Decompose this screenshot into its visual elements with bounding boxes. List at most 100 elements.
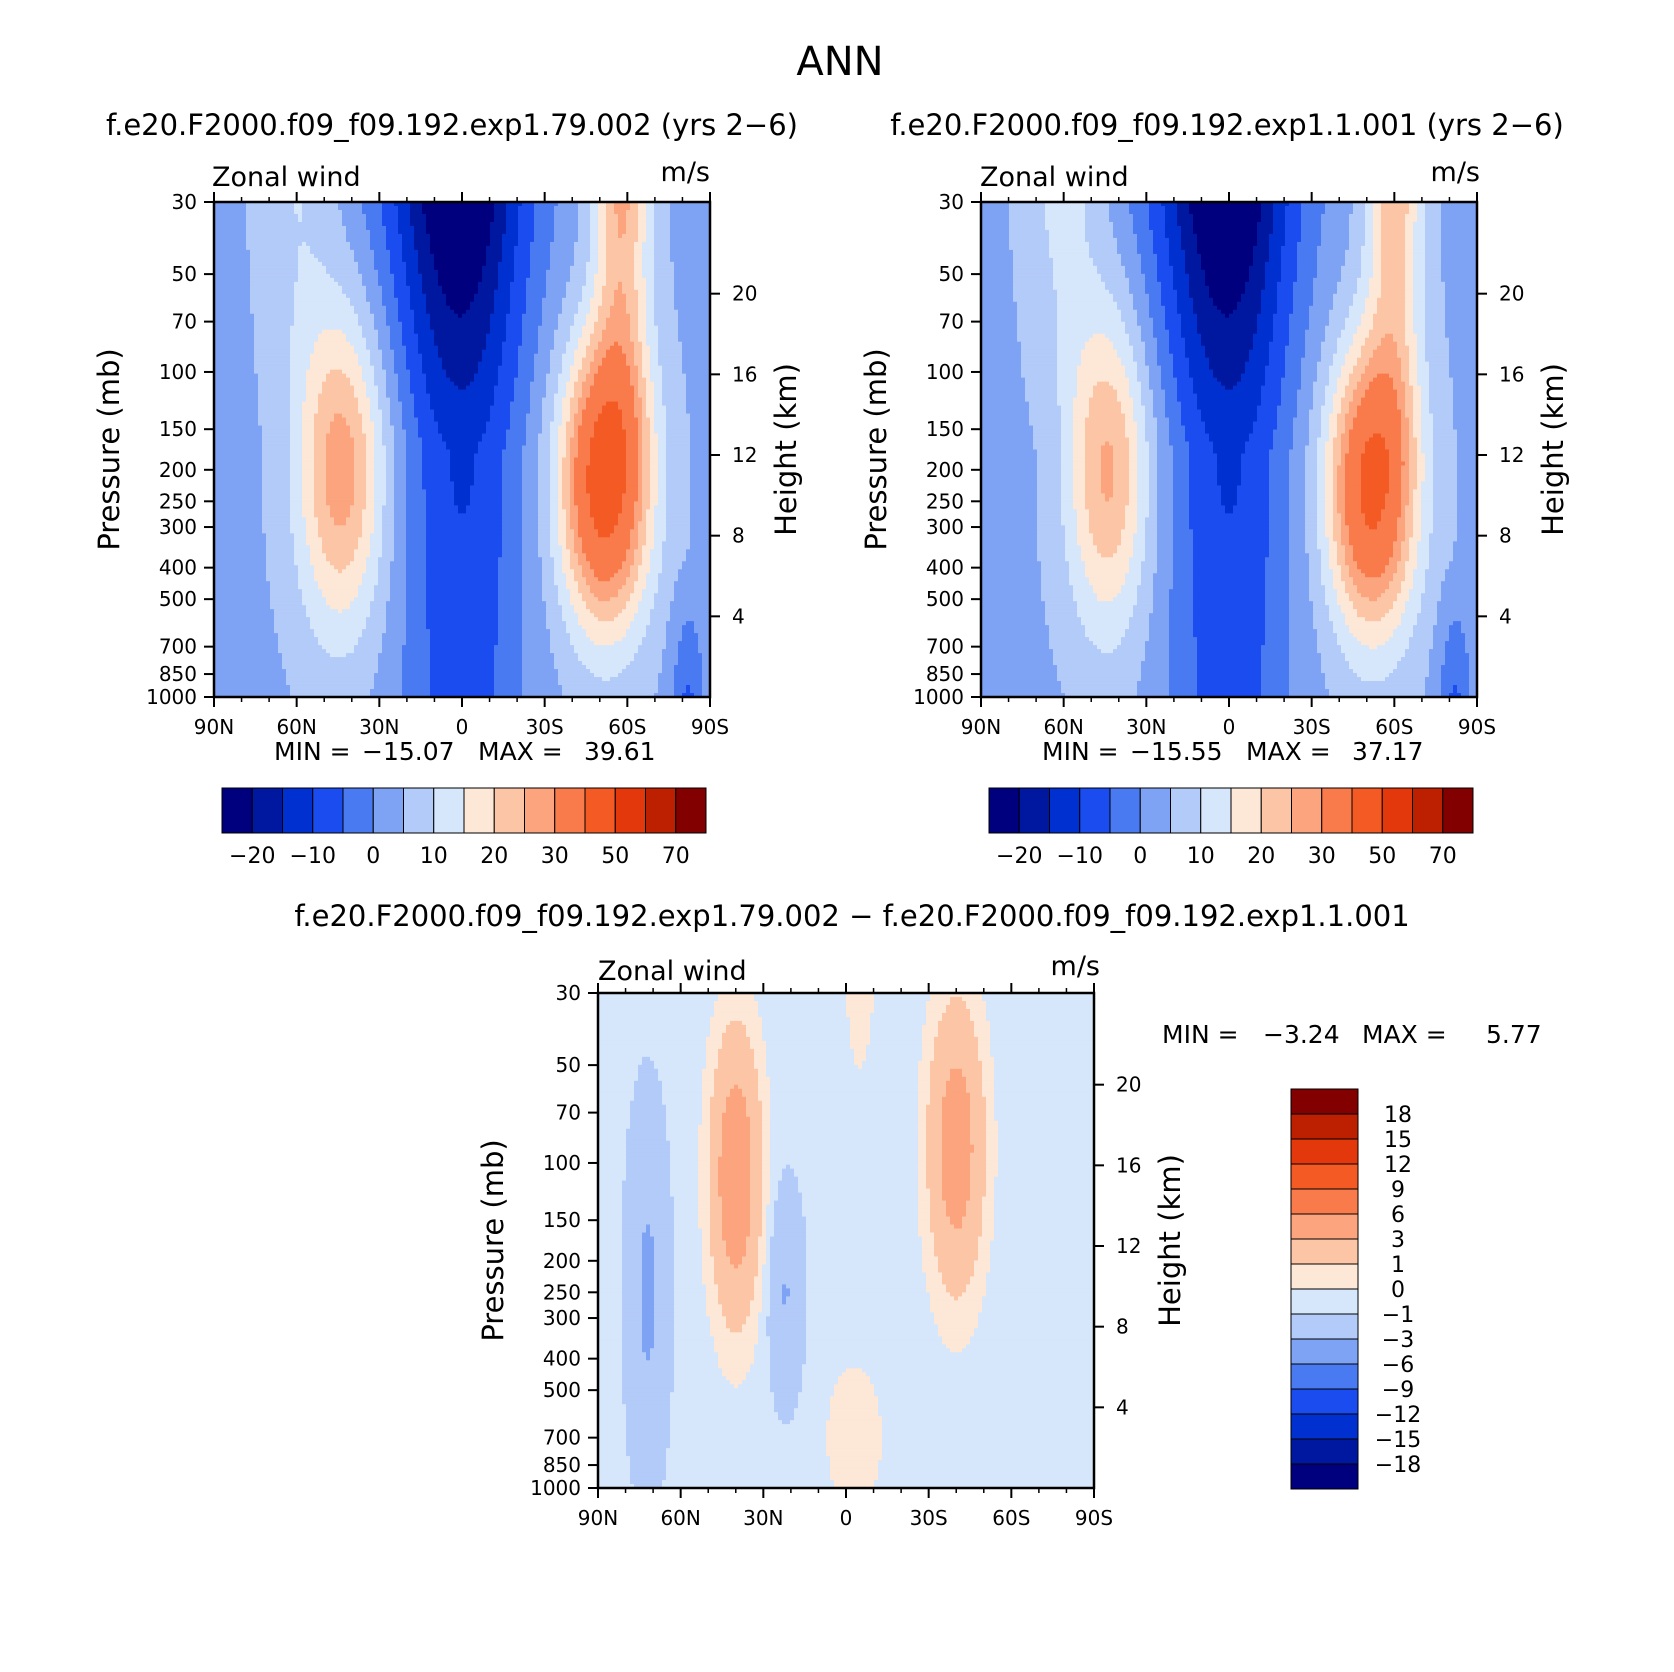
contour-cell	[246, 266, 251, 271]
contour-cell	[474, 338, 479, 343]
contour-cell	[422, 326, 427, 331]
contour-cell	[510, 302, 515, 307]
contour-cell	[550, 322, 555, 327]
contour-cell	[266, 330, 271, 335]
contour-cell	[434, 298, 439, 303]
contour-cell	[526, 314, 531, 319]
contour-cell	[334, 210, 339, 215]
contour-cell	[670, 314, 675, 319]
contour-cell	[458, 226, 463, 231]
contour-cell	[374, 306, 379, 311]
contour-cell	[362, 210, 367, 215]
contour-cell	[362, 294, 367, 299]
contour-cell	[474, 326, 479, 331]
contour-cell	[242, 294, 247, 299]
contour-cell	[466, 342, 471, 347]
contour-cell	[618, 286, 623, 291]
contour-cell	[286, 334, 291, 339]
contour-cell	[666, 286, 671, 291]
contour-cell	[694, 258, 699, 263]
contour-cell	[582, 254, 587, 259]
contour-cell	[658, 338, 663, 343]
contour-cell	[382, 258, 387, 263]
contour-cell	[354, 230, 359, 235]
contour-cell	[290, 278, 295, 283]
contour-cell	[474, 298, 479, 303]
contour-cell	[270, 226, 275, 231]
contour-cell	[650, 230, 655, 235]
contour-cell	[414, 230, 419, 235]
contour-cell	[350, 254, 355, 259]
contour-cell	[462, 270, 467, 275]
contour-cell	[342, 290, 347, 295]
contour-cell	[602, 334, 607, 339]
contour-cell	[642, 322, 647, 327]
contour-cell	[386, 218, 391, 223]
contour-cell	[366, 254, 371, 259]
contour-cell	[338, 302, 343, 307]
contour-cell	[446, 230, 451, 235]
contour-cell	[290, 342, 295, 347]
contour-cell	[582, 314, 587, 319]
contour-cell	[442, 314, 447, 319]
contour-cell	[326, 330, 331, 335]
contour-cell	[366, 266, 371, 271]
contour-cell	[610, 314, 615, 319]
contour-cell	[222, 318, 227, 323]
contour-cell	[490, 262, 495, 267]
contour-cell	[650, 226, 655, 231]
contour-cell	[410, 306, 415, 311]
contour-cell	[670, 330, 675, 335]
contour-cell	[398, 210, 403, 215]
contour-cell	[290, 274, 295, 279]
contour-cell	[366, 346, 371, 351]
contour-cell	[378, 282, 383, 287]
contour-cell	[362, 250, 367, 255]
contour-cell	[462, 214, 467, 219]
contour-cell	[602, 294, 607, 299]
contour-cell	[426, 282, 431, 287]
contour-cell	[534, 330, 539, 335]
contour-cell	[558, 254, 563, 259]
contour-cell	[666, 274, 671, 279]
contour-cell	[434, 214, 439, 219]
contour-cell	[402, 346, 407, 351]
contour-cell	[318, 338, 323, 343]
contour-cell	[398, 310, 403, 315]
contour-cell	[314, 214, 319, 219]
contour-cell	[566, 346, 571, 351]
contour-cell	[282, 298, 287, 303]
contour-cell	[422, 318, 427, 323]
contour-cell	[582, 266, 587, 271]
contour-cell	[250, 306, 255, 311]
contour-cell	[454, 290, 459, 295]
contour-cell	[482, 326, 487, 331]
contour-cell	[486, 334, 491, 339]
contour-cell	[570, 286, 575, 291]
contour-cell	[394, 314, 399, 319]
contour-cell	[446, 222, 451, 227]
contour-cell	[574, 218, 579, 223]
contour-cell	[514, 298, 519, 303]
contour-cell	[246, 242, 251, 247]
contour-cell	[322, 294, 327, 299]
contour-cell	[262, 230, 267, 235]
contour-cell	[442, 206, 447, 211]
contour-cell	[654, 214, 659, 219]
contour-cell	[622, 214, 627, 219]
contour-cell	[522, 278, 527, 283]
contour-cell	[394, 254, 399, 259]
contour-cell	[698, 298, 703, 303]
contour-cell	[218, 290, 223, 295]
contour-cell	[358, 254, 363, 259]
contour-cell	[362, 338, 367, 343]
contour-cell	[462, 334, 467, 339]
contour-cell	[534, 298, 539, 303]
contour-cell	[314, 294, 319, 299]
contour-cell	[242, 346, 247, 351]
contour-cell	[306, 298, 311, 303]
contour-cell	[538, 346, 543, 351]
contour-cell	[674, 282, 679, 287]
contour-cell	[594, 274, 599, 279]
contour-cell	[326, 278, 331, 283]
